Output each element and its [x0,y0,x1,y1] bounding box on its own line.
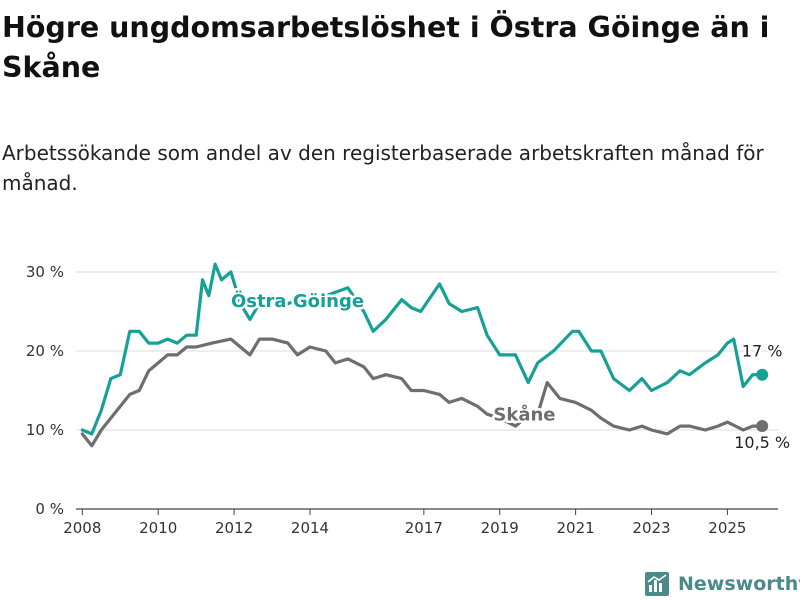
end-value-label-ostra-goinge: 17 % [742,342,783,361]
series-line-skane [80,337,764,448]
end-marker-skane [756,420,769,433]
y-tick-label: 30 % [26,263,64,281]
axes: 0 % 10 % 20 % 30 % 2008 2010 2012 2014 2017 2019 2… [26,263,778,537]
grid-lines [76,271,778,431]
series-name-ostra-goinge: Östra Göinge [231,290,364,312]
newsworthy-brand[interactable]: Newsworthy [644,568,800,600]
series-name-halo-skane: Skåne [493,404,555,426]
chart-title: Högre ungdomsarbetslöshet i Östra Göinge… [2,11,770,84]
x-tick-label: 2014 [291,519,329,537]
x-tick-label: 2012 [215,519,253,537]
x-tick-label: 2019 [481,519,519,537]
end-label-halo-skane: 10,5 % [734,433,790,452]
end-label-halo-ostra-goinge: 17 % [742,342,783,361]
series-lines [80,262,769,448]
y-tick-label: 20 % [26,342,64,360]
brand-name: Newsworthy [678,573,800,595]
y-tick-label: 10 % [26,421,64,439]
end-marker-ostra-goinge [756,368,769,381]
x-tick-label: 2017 [405,519,443,537]
newsworthy-logo-icon [645,572,669,596]
x-tick-label: 2010 [139,519,177,537]
series-name-skane: Skåne [493,404,555,426]
y-tick-label: 0 % [35,500,64,518]
x-tick-label: 2008 [63,519,101,537]
chart-subtitle: Arbetssökande som andel av den registerb… [2,141,764,195]
x-tick-label: 2023 [632,519,670,537]
series-line-ostra-goinge [80,262,764,436]
series-name-halo-ostra-goinge: Östra Göinge [231,290,364,312]
x-tick-label: 2021 [557,519,595,537]
end-value-label-skane: 10,5 % [734,433,790,452]
x-tick-label: 2025 [708,519,746,537]
